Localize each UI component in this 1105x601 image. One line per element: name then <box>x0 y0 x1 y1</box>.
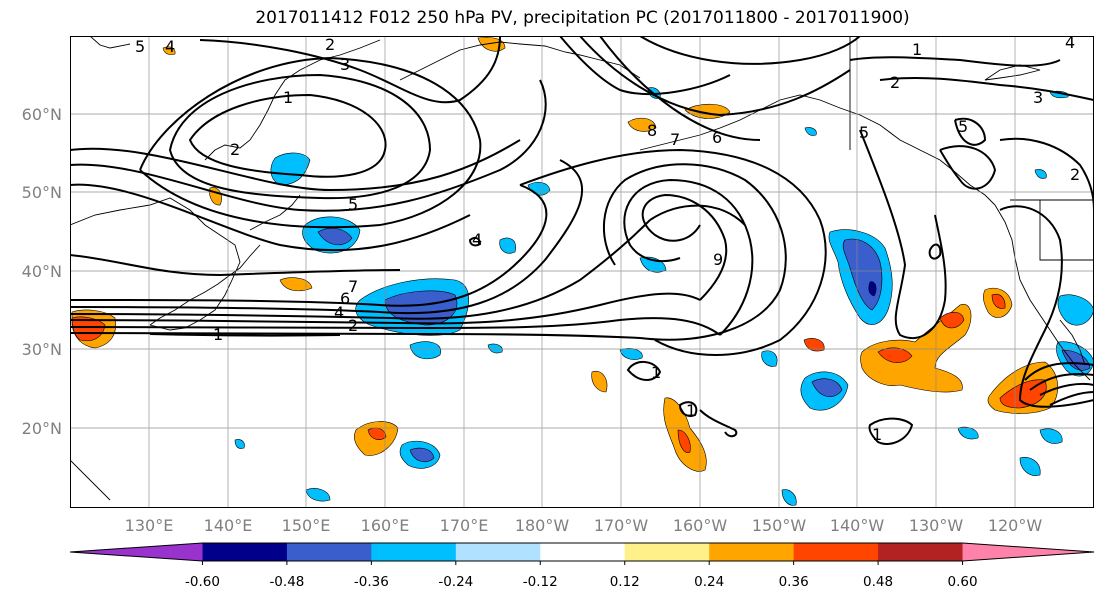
latitude-labels: 60°N 50°N 40°N 30°N 20°N <box>22 105 62 438</box>
lat-label: 50°N <box>22 183 62 202</box>
lon-label: 140°E <box>204 516 253 535</box>
colorbar-segment <box>878 543 964 561</box>
contour-label: 5 <box>958 117 968 136</box>
colorbar-segment <box>202 543 288 561</box>
colorbar-tick-label: 0.60 <box>948 574 978 590</box>
contour-label: 2 <box>1070 165 1080 184</box>
colorbar-tick-label: 0.36 <box>779 574 809 590</box>
contour-label: 4 <box>334 303 344 322</box>
contour-label: 1 <box>872 425 882 444</box>
lon-label: 130°E <box>125 516 174 535</box>
colorbar-tick-label: -0.24 <box>438 574 473 590</box>
contour-label: 8 <box>647 121 657 140</box>
lon-label: 140°W <box>830 516 885 535</box>
colorbar-tick-label: 0.12 <box>610 574 640 590</box>
colorbar-segment <box>709 543 795 561</box>
contour-labels: 5 4 2 3 1 2 5 4 7 6 4 2 1 8 7 6 9 5 1 2 … <box>135 33 1080 444</box>
lon-label: 170°E <box>440 516 489 535</box>
colorbar-segment <box>793 543 879 561</box>
contour-label: 1 <box>213 325 223 344</box>
lat-label: 20°N <box>22 419 62 438</box>
lon-label: 120°W <box>988 516 1043 535</box>
contour-label: 5 <box>859 123 869 142</box>
contour-label: 6 <box>340 289 350 308</box>
contour-label: 2 <box>325 35 335 54</box>
lon-label: 160°E <box>361 516 410 535</box>
contour-label: 5 <box>135 37 145 56</box>
colorbar-tick-label: -0.36 <box>354 574 389 590</box>
lat-label: 40°N <box>22 262 62 281</box>
precipitation-shading <box>71 37 1094 506</box>
contour-label: 9 <box>713 250 723 269</box>
colorbar-ticks: -0.60 -0.48 -0.36 -0.24 -0.12 0.12 0.24 … <box>185 574 978 590</box>
contour-label: 1 <box>912 40 922 59</box>
colorbar-tick-label: 0.48 <box>863 574 893 590</box>
contour-label: 1 <box>283 88 293 107</box>
colorbar <box>69 542 1095 565</box>
contour-label: 4 <box>472 230 482 249</box>
contour-label: 2 <box>348 316 358 335</box>
contour-label: 5 <box>348 195 358 214</box>
colorbar-segment <box>455 543 541 561</box>
longitude-labels: 130°E 140°E 150°E 160°E 170°E 180°W 170°… <box>125 516 1043 535</box>
lat-label: 60°N <box>22 105 62 124</box>
colorbar-tick-label: -0.12 <box>523 574 558 590</box>
contour-label: 7 <box>348 277 358 296</box>
lat-label: 30°N <box>22 340 62 359</box>
colorbar-tick-label: -0.60 <box>185 574 220 590</box>
pv-contours <box>70 36 1094 445</box>
contour-label: 4 <box>1065 33 1075 52</box>
contour-label: 2 <box>230 140 240 159</box>
contour-label: 4 <box>165 37 175 56</box>
lon-label: 180°W <box>515 516 570 535</box>
colorbar-segment <box>962 543 1094 561</box>
lon-label: 170°W <box>594 516 649 535</box>
contour-label: 3 <box>340 55 350 74</box>
map-title: 2017011412 F012 250 hPa PV, precipitatio… <box>255 8 910 28</box>
colorbar-tick-label: 0.24 <box>694 574 724 590</box>
map-frame <box>70 36 1094 508</box>
colorbar-segment <box>70 543 203 561</box>
contour-label: 7 <box>670 130 680 149</box>
coastlines <box>70 36 1094 501</box>
lon-label: 160°W <box>673 516 728 535</box>
contour-label: 1 <box>651 363 661 382</box>
lon-label: 150°E <box>282 516 331 535</box>
colorbar-segment <box>286 543 372 561</box>
lon-label: 130°W <box>909 516 964 535</box>
contour-label: 2 <box>890 73 900 92</box>
contour-label: 3 <box>1033 88 1043 107</box>
colorbar-segment <box>624 543 710 561</box>
contour-label: 1 <box>686 401 696 420</box>
colorbar-tick-label: -0.48 <box>269 574 304 590</box>
colorbar-segment <box>371 543 457 561</box>
colorbar-segment <box>540 543 626 561</box>
lon-label: 150°W <box>752 516 807 535</box>
map-area: 5 4 2 3 1 2 5 4 7 6 4 2 1 8 7 6 9 5 1 2 … <box>70 33 1094 508</box>
contour-label: 6 <box>712 128 722 147</box>
